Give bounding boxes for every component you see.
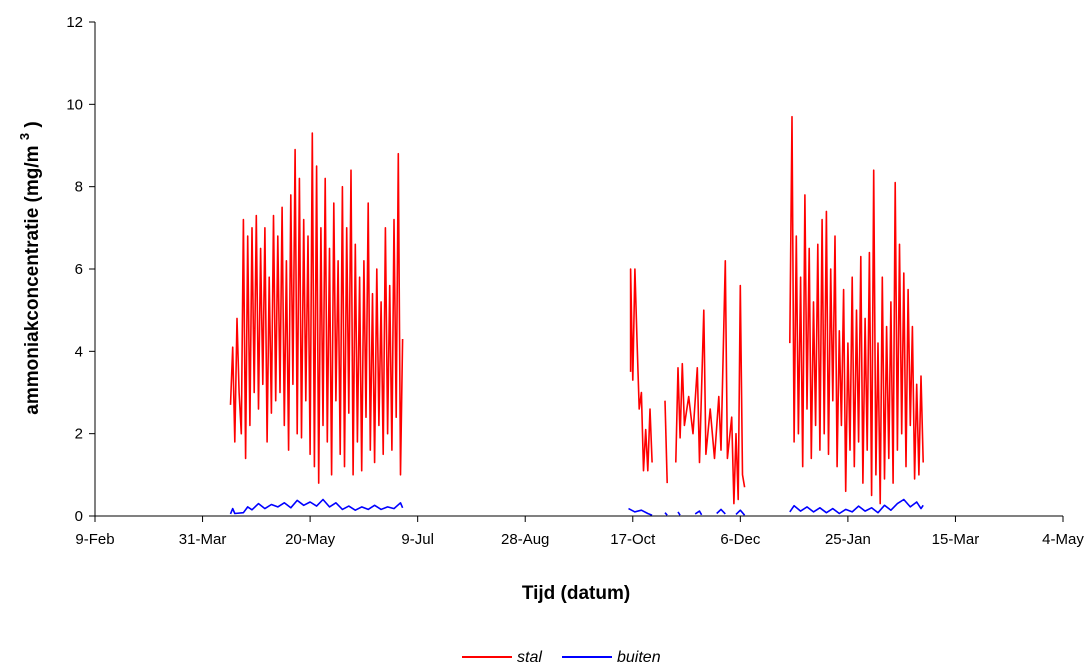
x-tick-label: 9-Jul	[401, 531, 434, 548]
series-stal	[229, 115, 924, 505]
series-line-buiten	[694, 510, 703, 516]
x-tick-label: 9-Feb	[75, 531, 114, 548]
y-axis-title: ammoniakconcentratie (mg/m 3 )	[13, 121, 43, 414]
x-tick-label: 28-Aug	[501, 531, 549, 548]
x-tick-label: 15-Mar	[932, 531, 980, 548]
series-line-stal	[629, 268, 653, 472]
series-line-stal	[675, 259, 746, 505]
series-line-buiten	[677, 511, 681, 516]
x-axis-ticks: 9-Feb 31-Mar 20-May 9-Jul 28-Aug 17-Oct 6-Dec 2…	[75, 516, 1084, 548]
series-line-buiten	[735, 509, 746, 516]
x-tick-label: 17-Oct	[610, 531, 656, 548]
series-line-stal	[229, 132, 404, 484]
y-axis-title-sup: 3	[17, 133, 32, 140]
legend-label-stal: stal	[517, 649, 542, 666]
y-tick-label: 8	[75, 179, 83, 196]
legend-label-buiten: buiten	[617, 649, 661, 666]
x-tick-label: 31-Mar	[179, 531, 227, 548]
legend: stal buiten	[462, 649, 661, 666]
series-line-buiten	[664, 512, 668, 516]
y-axis-title-close: )	[22, 121, 43, 127]
series-line-buiten	[789, 498, 924, 515]
y-tick-label: 10	[66, 96, 83, 113]
series-line-buiten	[716, 508, 726, 515]
y-tick-label: 12	[66, 14, 83, 31]
series-layer	[229, 115, 924, 516]
series-line-buiten	[229, 498, 404, 515]
x-tick-label: 25-Jan	[825, 531, 871, 548]
y-tick-label: 6	[75, 261, 83, 278]
y-axis-title-main: ammoniakconcentratie (mg/m	[22, 145, 43, 414]
x-tick-label: 6-Dec	[720, 531, 761, 548]
series-line-buiten	[628, 507, 653, 516]
x-tick-label: 20-May	[285, 531, 336, 548]
series-line-stal	[664, 400, 668, 484]
series-buiten	[229, 498, 924, 516]
y-tick-label: 2	[75, 426, 83, 443]
x-tick-label: 4-May	[1042, 531, 1084, 548]
x-axis-title: Tijd (datum)	[522, 583, 630, 604]
y-tick-label: 0	[75, 508, 83, 525]
series-line-stal	[789, 115, 924, 505]
y-axis-ticks: 0 2 4 6 8 10 12	[66, 14, 95, 525]
y-tick-label: 4	[75, 343, 83, 360]
